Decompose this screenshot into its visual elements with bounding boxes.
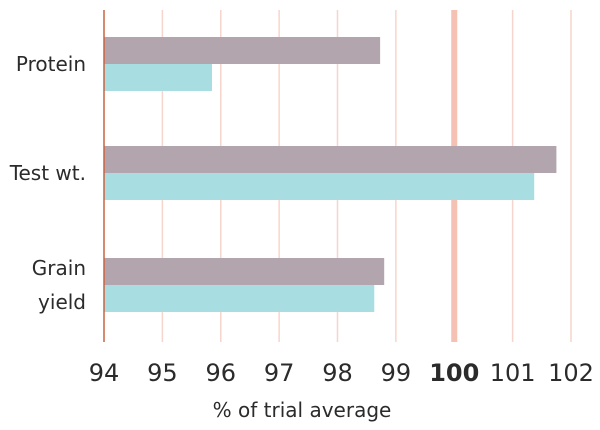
x-tick-label: 96 [205, 359, 236, 387]
category-label: Grain [32, 256, 86, 280]
x-tick-label: 94 [89, 359, 120, 387]
x-tick-label: 99 [381, 359, 412, 387]
x-tick-label: 102 [548, 359, 594, 387]
bars [104, 37, 557, 312]
x-tick-label: 97 [264, 359, 295, 387]
x-tick-label: 100 [429, 359, 479, 387]
x-axis-label: % of trial average [213, 398, 392, 422]
bar-protein-series-2 [104, 64, 212, 91]
category-label: yield [38, 290, 86, 314]
category-label: Test wt. [9, 161, 86, 185]
bar-grain-yield-series-2 [104, 285, 375, 312]
category-label: Protein [16, 52, 86, 76]
x-tick-label: 101 [490, 359, 536, 387]
bar-test-wt--series-1 [104, 146, 557, 173]
bar-grain-yield-series-1 [104, 258, 385, 285]
x-tick-label: 98 [322, 359, 353, 387]
bar-protein-series-1 [104, 37, 381, 64]
category-labels: Protein Test wt. Grain yield [9, 52, 86, 314]
x-tick-labels: 94 95 96 97 98 99 100 101 102 [89, 359, 594, 387]
x-tick-label: 95 [147, 359, 178, 387]
bar-test-wt--series-2 [104, 173, 535, 200]
